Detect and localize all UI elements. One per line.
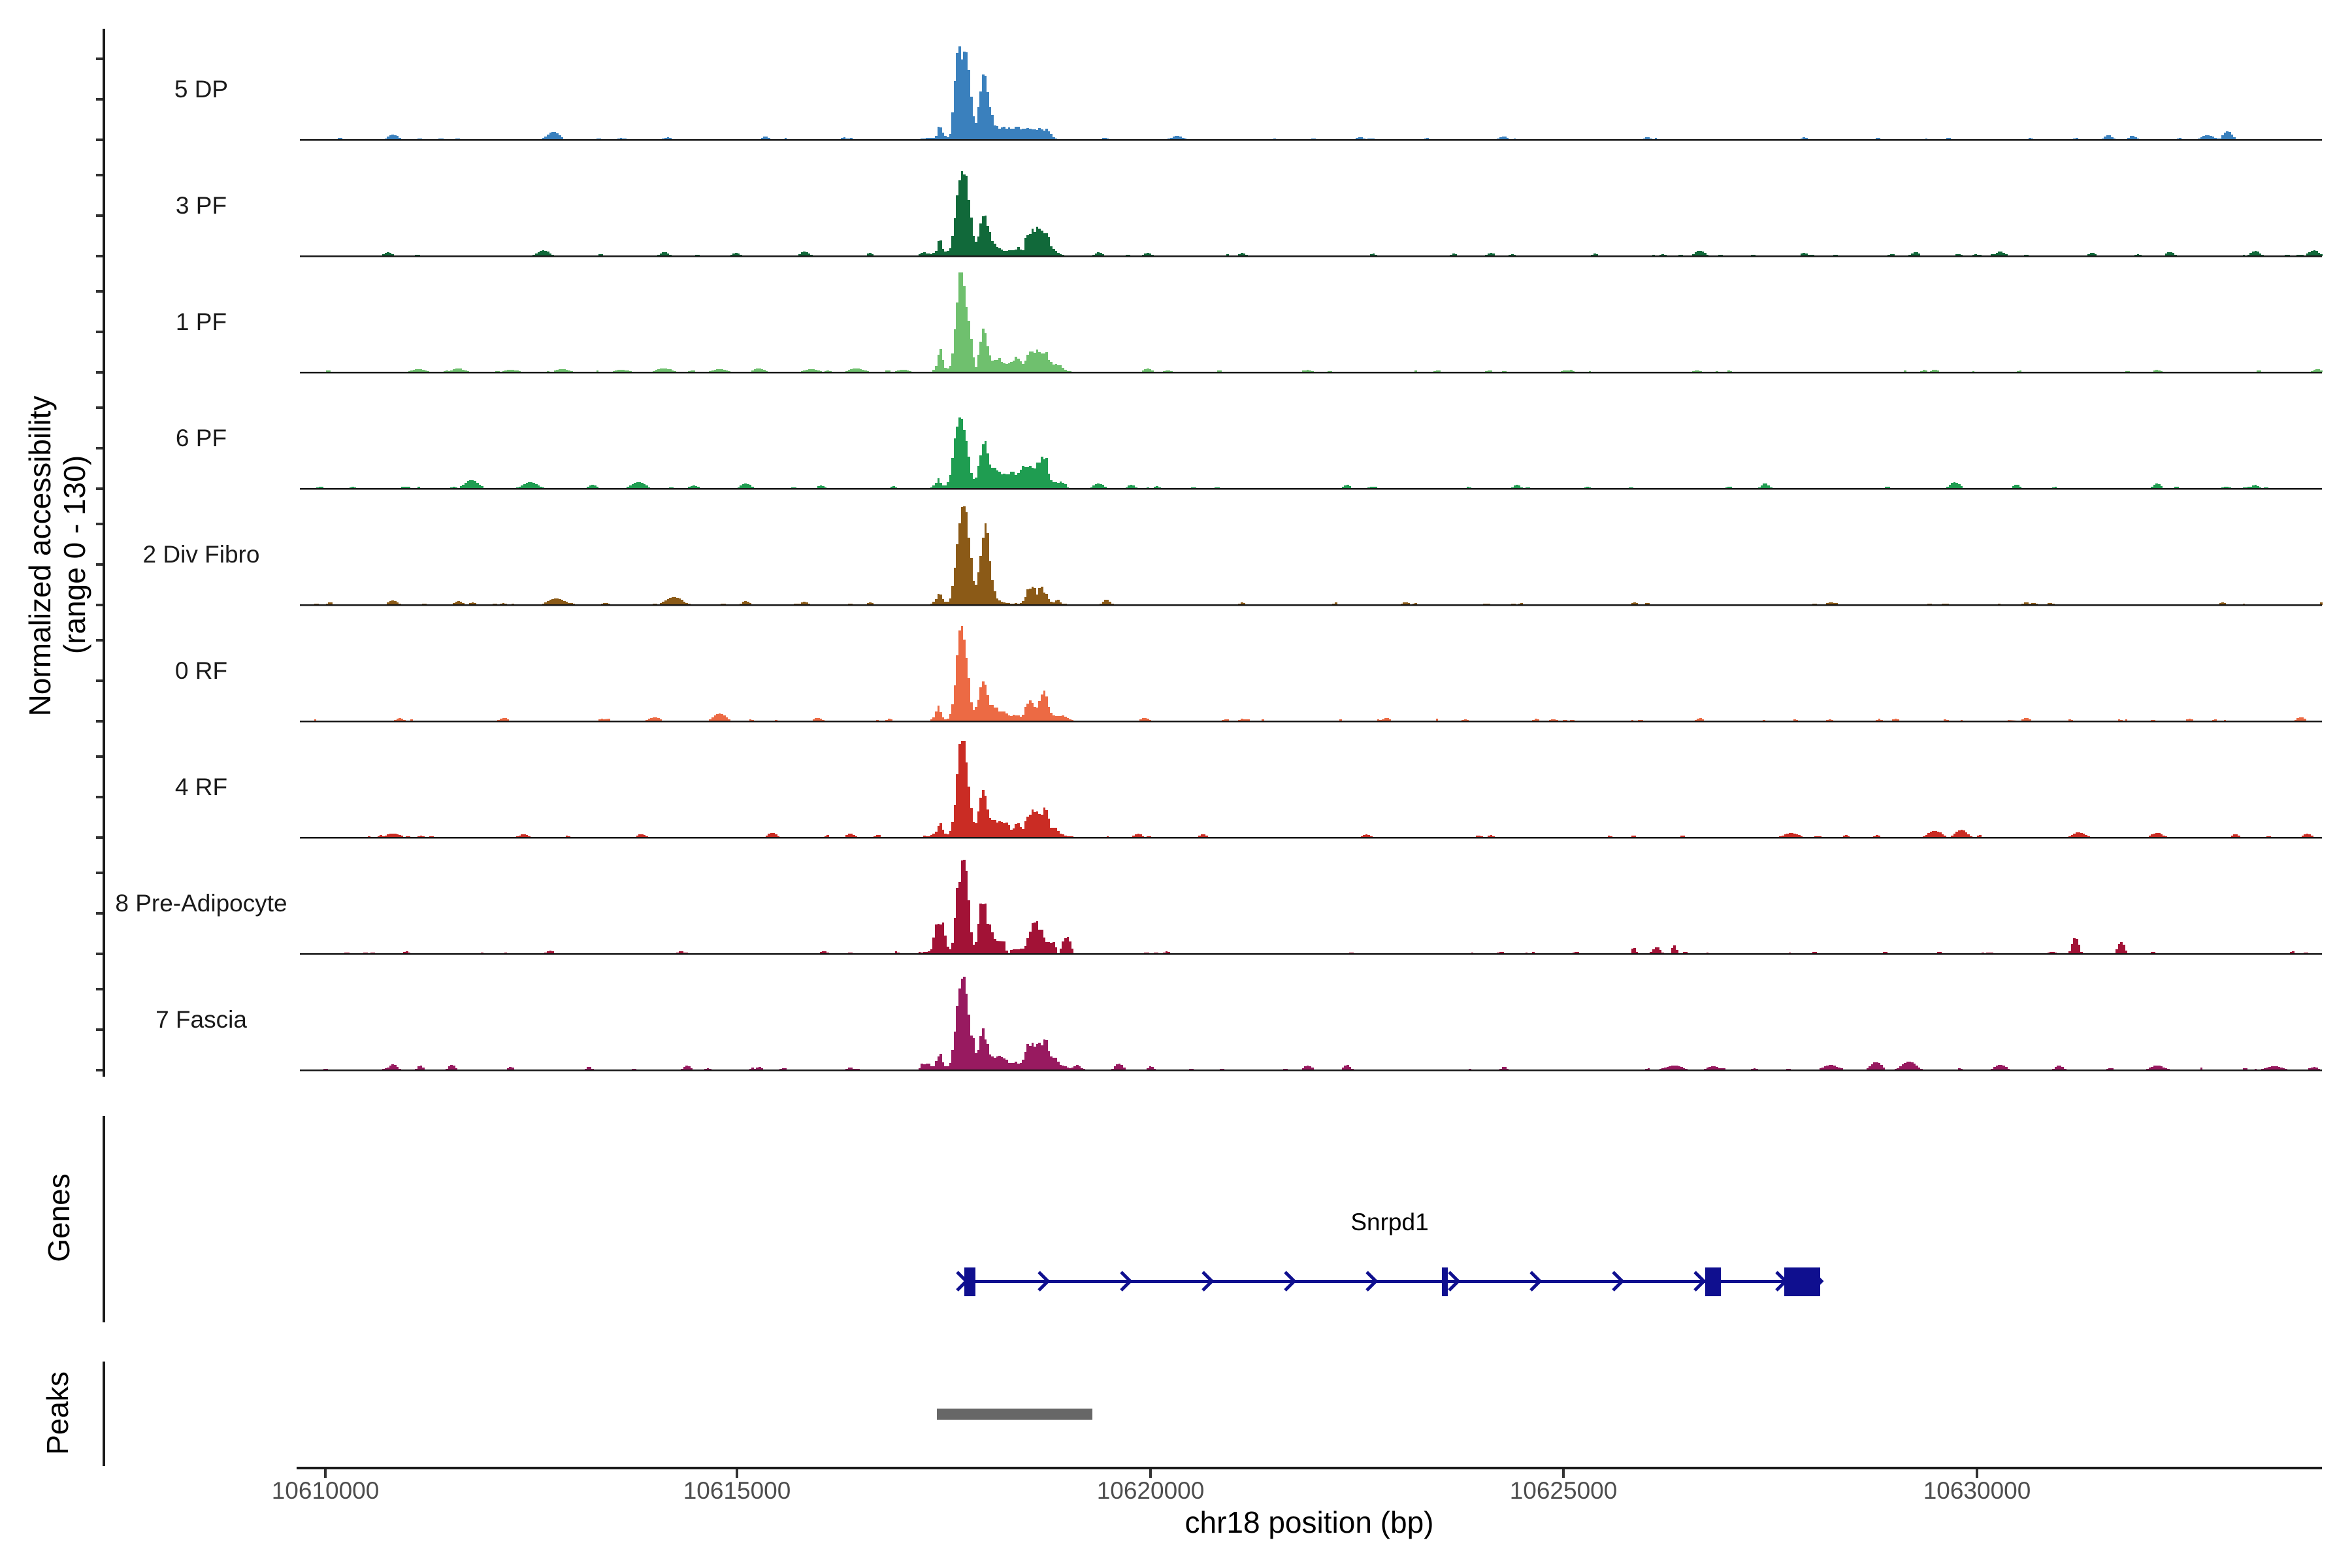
svg-text:(range 0 - 130): (range 0 - 130) <box>57 455 91 654</box>
svg-text:8 Pre-Adipocyte: 8 Pre-Adipocyte <box>115 890 287 917</box>
svg-text:chr18 position (bp): chr18 position (bp) <box>1185 1505 1434 1539</box>
svg-text:3 PF: 3 PF <box>176 192 227 219</box>
svg-text:4 RF: 4 RF <box>175 774 227 800</box>
svg-text:10625000: 10625000 <box>1510 1477 1618 1504</box>
svg-text:Peaks: Peaks <box>41 1371 74 1455</box>
svg-text:Normalized accessibility: Normalized accessibility <box>23 396 57 717</box>
svg-text:Genes: Genes <box>42 1173 76 1262</box>
svg-text:10630000: 10630000 <box>1923 1477 2031 1504</box>
svg-text:5 DP: 5 DP <box>174 76 228 103</box>
svg-text:Snrpd1: Snrpd1 <box>1350 1209 1428 1235</box>
svg-text:0 RF: 0 RF <box>175 657 227 684</box>
svg-text:6 PF: 6 PF <box>176 425 227 451</box>
svg-text:7 Fascia: 7 Fascia <box>155 1006 247 1033</box>
svg-text:10620000: 10620000 <box>1097 1477 1205 1504</box>
svg-text:10610000: 10610000 <box>272 1477 380 1504</box>
svg-text:1 PF: 1 PF <box>176 308 227 335</box>
svg-text:2 Div Fibro: 2 Div Fibro <box>143 541 260 568</box>
svg-text:10615000: 10615000 <box>683 1477 791 1504</box>
